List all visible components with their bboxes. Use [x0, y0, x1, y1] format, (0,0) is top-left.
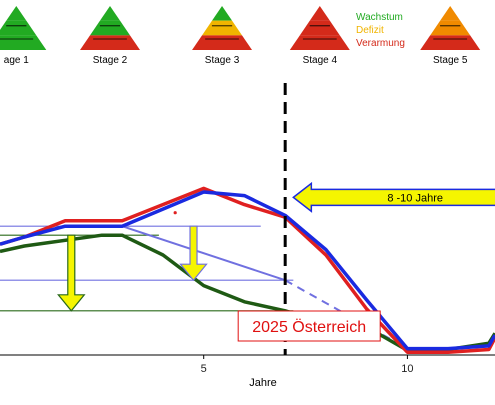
- stage-4-segment-3: [289, 35, 350, 50]
- stage-5-segment-3: [420, 35, 481, 50]
- stage-2-segment-2: [90, 20, 130, 36]
- stage-5-segment-2: [430, 20, 471, 36]
- time-arrow-label: 8 -10 Jahre: [387, 192, 443, 204]
- x-tick-label-5: 5: [201, 363, 207, 375]
- stage-3-segment-1: [212, 6, 233, 21]
- series-line-2: [0, 190, 495, 351]
- annotation-box: [237, 310, 381, 342]
- stage-2-segment-1: [100, 6, 120, 21]
- stage-label-5: Stage 5: [433, 55, 468, 66]
- stage-label-4: Stage 4: [303, 55, 338, 66]
- down-arrow-1: [57, 234, 86, 312]
- x-axis-label: Jahre: [249, 377, 277, 389]
- stage-1-segment-2: [0, 20, 37, 36]
- stage-4-segment-2: [299, 20, 340, 36]
- legend-entry-3: Verarmung: [356, 38, 405, 49]
- stage-label-2: Stage 2: [93, 55, 128, 66]
- annotation-text: 2025 Österreich: [252, 318, 366, 336]
- red-dot-marker: [173, 211, 177, 215]
- legend-entry-2: Defizit: [356, 25, 384, 36]
- stage-label-1: age 1: [4, 55, 29, 66]
- stage-4-segment-1: [309, 6, 330, 21]
- legend-entry-1: Wachstum: [356, 12, 403, 23]
- stage-2-segment-3: [80, 35, 140, 50]
- stage-3-segment-3: [192, 35, 253, 50]
- stage-5-segment-1: [440, 6, 461, 21]
- stage-1-segment-1: [6, 6, 27, 21]
- x-tick-label-10: 10: [401, 363, 413, 375]
- stage-label-3: Stage 3: [205, 55, 240, 66]
- trend-line-solid: [121, 225, 286, 282]
- stage-1-segment-3: [0, 35, 47, 50]
- time-arrow: [292, 181, 495, 213]
- stage-3-segment-2: [202, 20, 243, 36]
- down-arrow-2: [179, 225, 208, 282]
